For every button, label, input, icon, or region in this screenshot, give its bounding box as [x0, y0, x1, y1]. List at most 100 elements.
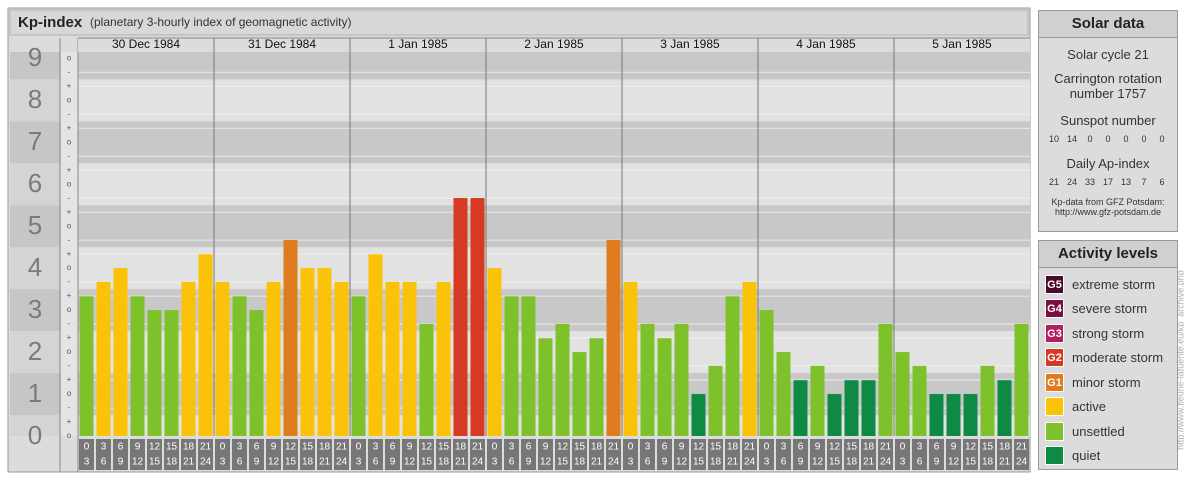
- hour-box: [776, 439, 791, 470]
- x-tick-label: 3: [373, 442, 379, 453]
- bar: [419, 323, 434, 436]
- x-tick-label: 3: [237, 442, 243, 453]
- bar: [606, 240, 621, 436]
- minor-tick-label: +: [67, 375, 72, 384]
- day-header: [758, 38, 894, 52]
- bar: [759, 310, 774, 436]
- minor-tick-label: -: [68, 235, 71, 244]
- day-header: [78, 38, 214, 52]
- bar: [589, 338, 604, 436]
- x-tick-label: 6: [509, 457, 515, 468]
- value: 6: [1159, 177, 1165, 187]
- legend-label: severe storm: [1072, 301, 1148, 317]
- x-tick-label: 15: [982, 442, 994, 453]
- x-tick-label: 9: [679, 442, 685, 453]
- hour-box: [453, 439, 468, 470]
- band: [61, 52, 78, 80]
- x-tick-label: 6: [101, 457, 107, 468]
- hour-box: [742, 439, 757, 470]
- source-url: http://www.gfz-potsdam.de: [1054, 207, 1162, 217]
- bar: [776, 352, 791, 436]
- x-tick-label: 18: [166, 457, 178, 468]
- grid-band: [78, 79, 1030, 122]
- legend-item: G3 strong storm: [1039, 321, 1177, 346]
- band: [61, 331, 78, 374]
- x-tick-label: 15: [846, 442, 858, 453]
- x-tick-label: 18: [574, 457, 586, 468]
- value: 17: [1102, 177, 1113, 187]
- hour-box: [1014, 439, 1029, 470]
- x-tick-label: 18: [982, 457, 994, 468]
- hour-box: [657, 439, 672, 470]
- minor-tick-label: o: [67, 389, 72, 398]
- day-header: [894, 38, 1030, 52]
- hour-box: [623, 439, 638, 470]
- value: 0: [1105, 134, 1111, 144]
- bar: [487, 268, 502, 436]
- minor-tick-label: -: [68, 361, 71, 370]
- bar: [742, 281, 757, 436]
- hour-box: [929, 439, 944, 470]
- x-tick-label: 21: [183, 457, 195, 468]
- ap-row: 21 24 33 17 13 7 6: [1039, 177, 1177, 187]
- legend-item: quiet: [1039, 444, 1177, 469]
- bar: [368, 254, 383, 436]
- x-tick-label: 6: [390, 442, 396, 453]
- x-tick-label: 12: [421, 442, 433, 453]
- legend-swatch: G1: [1045, 372, 1064, 392]
- band: [61, 415, 78, 436]
- x-tick-label: 9: [254, 457, 260, 468]
- band: [10, 52, 60, 80]
- x-tick-label: 12: [812, 457, 824, 468]
- bar: [538, 338, 553, 436]
- x-tick-label: 15: [438, 442, 450, 453]
- hour-box: [130, 439, 145, 470]
- x-tick-label: 21: [200, 442, 212, 453]
- y-tick-label: 0: [28, 420, 42, 450]
- band: [10, 373, 60, 416]
- panel-title: Solar data: [1039, 11, 1177, 38]
- minor-tick-label: -: [68, 193, 71, 202]
- hour-box: [96, 439, 111, 470]
- hour-box: [674, 439, 689, 470]
- x-tick-label: 12: [149, 442, 161, 453]
- x-tick-label: 24: [336, 457, 348, 468]
- bar: [997, 380, 1012, 436]
- value: 10: [1048, 134, 1059, 144]
- x-tick-label: 12: [829, 442, 841, 453]
- hour-box: [164, 439, 179, 470]
- minor-tick-label: o: [67, 179, 72, 188]
- x-tick-label: 12: [285, 442, 297, 453]
- minor-tick-label: +: [67, 333, 72, 342]
- band: [61, 373, 78, 416]
- minor-tick-label: +: [67, 417, 72, 426]
- x-tick-label: 15: [965, 457, 977, 468]
- bar: [878, 323, 893, 436]
- x-tick-label: 3: [917, 442, 923, 453]
- x-tick-label: 18: [319, 442, 331, 453]
- band: [61, 205, 78, 248]
- minor-tick-label: +: [67, 291, 72, 300]
- x-tick-label: 18: [710, 457, 722, 468]
- x-tick-label: 15: [285, 457, 297, 468]
- bar: [351, 296, 366, 436]
- legend-swatch: [1045, 397, 1064, 417]
- x-tick-label: 21: [336, 442, 348, 453]
- minor-tick-label: -: [68, 109, 71, 118]
- x-tick-label: 18: [863, 442, 875, 453]
- x-tick-label: 3: [628, 457, 634, 468]
- x-tick-label: 6: [237, 457, 243, 468]
- bar: [113, 268, 128, 436]
- x-tick-label: 15: [574, 442, 586, 453]
- x-tick-label: 12: [404, 457, 416, 468]
- bar: [232, 296, 247, 436]
- hour-box: [980, 439, 995, 470]
- x-tick-label: 24: [880, 457, 892, 468]
- hour-box: [997, 439, 1012, 470]
- day-label: 2 Jan 1985: [524, 37, 584, 51]
- hour-box: [266, 439, 281, 470]
- x-tick-label: 18: [438, 457, 450, 468]
- x-tick-label: 6: [526, 442, 532, 453]
